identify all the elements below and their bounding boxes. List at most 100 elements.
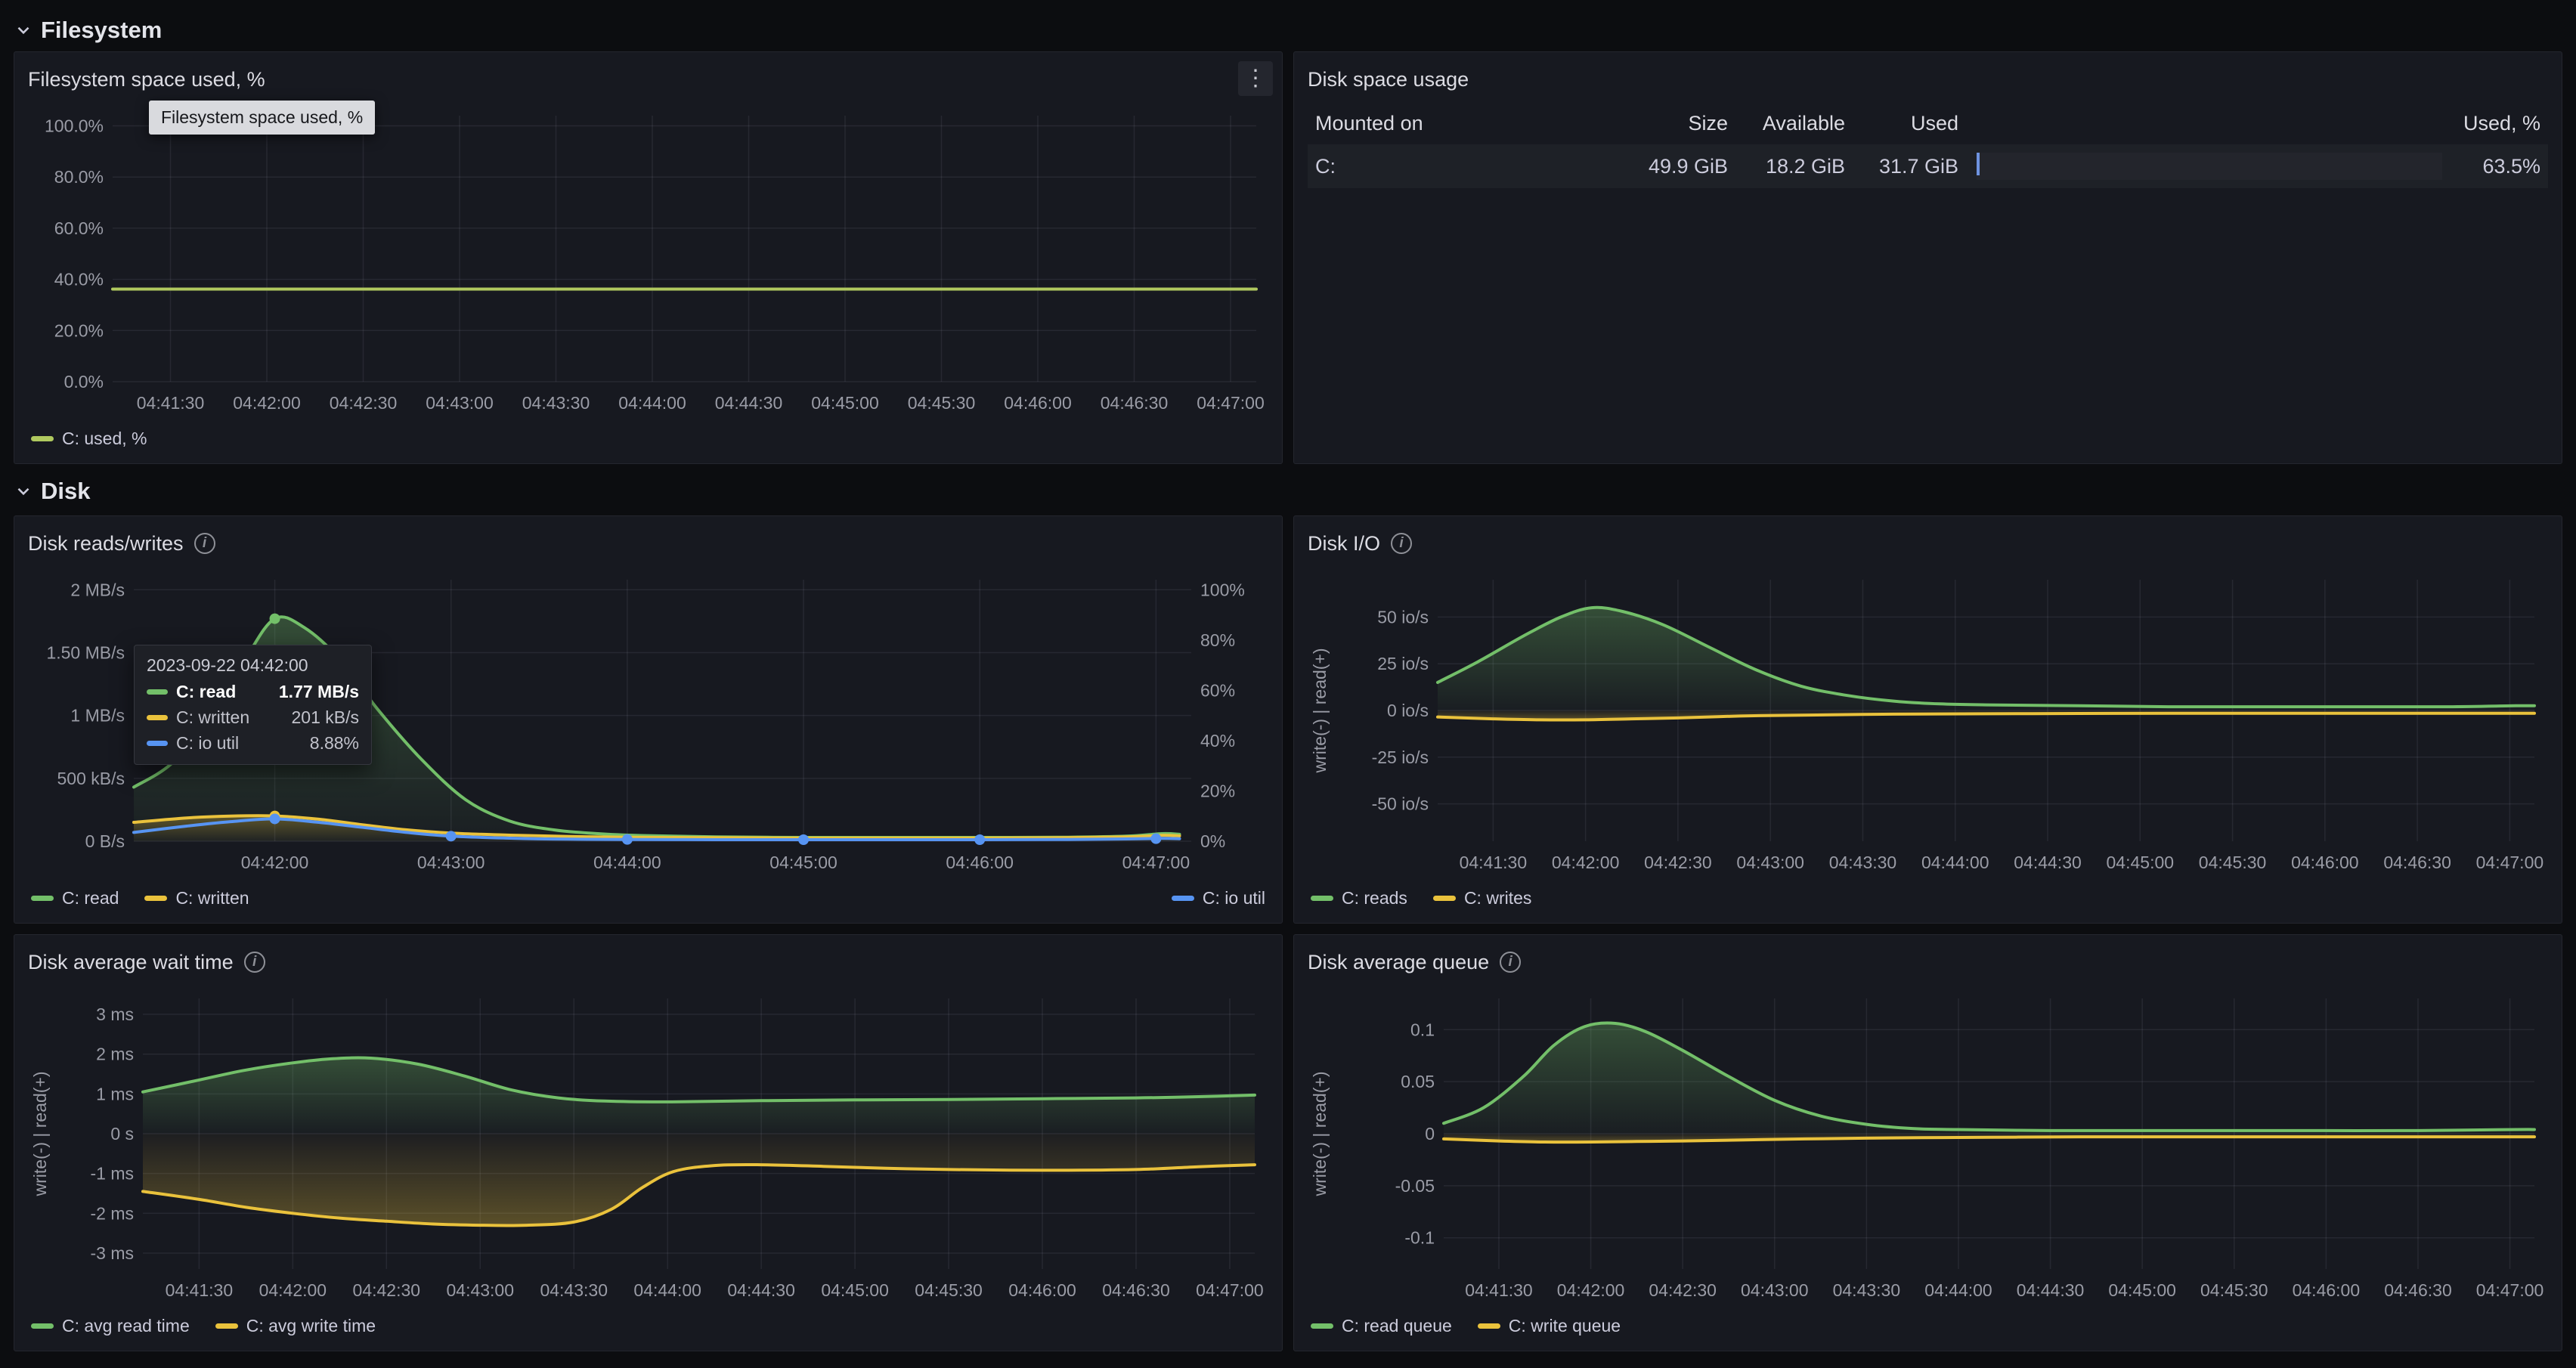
svg-text:04:47:00: 04:47:00: [2476, 1280, 2544, 1300]
svg-text:04:42:00: 04:42:00: [1552, 853, 1620, 872]
svg-text:0.0%: 0.0%: [64, 372, 104, 392]
legend-item[interactable]: C: used, %: [31, 429, 147, 449]
svg-text:04:46:00: 04:46:00: [2293, 1280, 2361, 1300]
tooltip-series-label: C: read: [176, 682, 237, 701]
svg-text:04:42:00: 04:42:00: [241, 853, 309, 872]
row-header-filesystem[interactable]: Filesystem: [14, 9, 2562, 51]
legend-item[interactable]: C: avg read time: [31, 1316, 190, 1336]
svg-text:04:42:00: 04:42:00: [233, 393, 301, 413]
panel-title[interactable]: Disk space usage: [1308, 67, 1469, 91]
svg-text:04:43:30: 04:43:30: [540, 1280, 608, 1300]
chart-legend: C: used, %: [28, 424, 1268, 453]
info-icon[interactable]: i: [243, 952, 265, 973]
svg-text:04:46:00: 04:46:00: [2291, 853, 2359, 872]
svg-text:100%: 100%: [1200, 580, 1245, 599]
legend-item[interactable]: C: avg write time: [215, 1316, 376, 1336]
info-icon[interactable]: i: [1391, 533, 1413, 554]
panel-title[interactable]: Filesystem space used, %: [28, 67, 265, 91]
legend-label: C: avg write time: [246, 1315, 376, 1336]
panel-title[interactable]: Disk average wait time: [28, 950, 234, 973]
filesystem-used-chart[interactable]: 0.0% 20.0% 40.0% 60.0% 80.0% 100.0% 04:41:30 04…: [28, 97, 1268, 424]
col-header-size[interactable]: Size: [1688, 111, 1728, 135]
gauge-fill: [1977, 153, 1980, 175]
svg-text:1.50 MB/s: 1.50 MB/s: [46, 642, 125, 662]
disk-reads-writes-chart[interactable]: 0 B/s 500 kB/s 1 MB/s 1.50 MB/s 2 MB/s 0% 20% 4…: [28, 562, 1268, 884]
tooltip-series-value: 201 kB/s: [291, 707, 360, 727]
legend-label: C: reads: [1342, 887, 1407, 908]
svg-text:04:47:00: 04:47:00: [1197, 393, 1265, 413]
disk-io-chart[interactable]: -50 io/s -25 io/s 0 io/s 25 io/s 50 io/s 04:4…: [1308, 562, 2548, 884]
svg-text:-0.05: -0.05: [1395, 1176, 1435, 1196]
legend-item[interactable]: C: read queue: [1311, 1316, 1452, 1336]
chevron-down-icon: [17, 487, 29, 496]
svg-text:04:41:30: 04:41:30: [1465, 1280, 1533, 1300]
svg-text:04:45:30: 04:45:30: [2199, 853, 2267, 872]
svg-text:04:43:00: 04:43:00: [1736, 853, 1804, 872]
table-header-row: Mounted on Size Available Used Used, %: [1308, 102, 2548, 144]
svg-text:04:46:30: 04:46:30: [2384, 1280, 2452, 1300]
row-title: Filesystem: [41, 17, 163, 43]
svg-text:100.0%: 100.0%: [45, 116, 104, 136]
legend-item[interactable]: C: io util: [1171, 888, 1265, 908]
gauge-track: [1977, 153, 2442, 180]
col-header-mounted-on[interactable]: Mounted on: [1315, 111, 1423, 135]
tooltip-series-value: 1.77 MB/s: [278, 682, 359, 701]
panel-disk-space-usage: Disk space usage Mounted on Size Availab…: [1293, 51, 2562, 464]
panel-title[interactable]: Disk reads/writes: [28, 531, 184, 555]
panel-menu-button[interactable]: ⋮: [1238, 61, 1273, 96]
svg-text:25 io/s: 25 io/s: [1377, 654, 1429, 673]
svg-text:04:44:30: 04:44:30: [2017, 1280, 2085, 1300]
svg-text:04:43:00: 04:43:00: [1741, 1280, 1809, 1300]
svg-text:write(-) | read(+): write(-) | read(+): [1310, 648, 1330, 773]
svg-text:04:44:30: 04:44:30: [2014, 853, 2082, 872]
svg-text:04:45:00: 04:45:00: [2107, 853, 2175, 872]
panel-disk-average-queue: Disk average queue i -0.1 -0.05 0 0.05 0.1 04…: [1293, 934, 2562, 1351]
legend-swatch: [1171, 895, 1194, 901]
legend-swatch: [31, 435, 54, 441]
legend-item[interactable]: C: read: [31, 888, 119, 908]
legend-item[interactable]: C: written: [144, 888, 249, 908]
svg-text:0 io/s: 0 io/s: [1387, 701, 1429, 720]
svg-text:500 kB/s: 500 kB/s: [57, 769, 125, 788]
cell-mounted-on: C:: [1315, 154, 1336, 178]
chevron-down-icon: [17, 26, 29, 35]
legend-label: C: written: [175, 887, 249, 908]
panel-filesystem-space-used: Filesystem space used, % ⋮ Filesystem sp…: [14, 51, 1283, 464]
svg-text:-25 io/s: -25 io/s: [1372, 747, 1429, 767]
legend-item[interactable]: C: writes: [1432, 888, 1531, 908]
disk-wait-time-chart[interactable]: -3 ms -2 ms -1 ms 0 s 1 ms 2 ms 3 ms 04:41:30 04…: [28, 980, 1268, 1311]
col-header-used-pct[interactable]: Used, %: [2463, 111, 2540, 135]
legend-swatch: [215, 1323, 238, 1329]
row-header-disk[interactable]: Disk: [14, 467, 2562, 515]
svg-text:04:46:30: 04:46:30: [2383, 853, 2451, 872]
legend-item[interactable]: C: write queue: [1477, 1316, 1621, 1336]
svg-text:04:41:30: 04:41:30: [1460, 853, 1528, 872]
svg-text:04:45:00: 04:45:00: [769, 853, 838, 872]
svg-text:04:43:30: 04:43:30: [1829, 853, 1897, 872]
tooltip-row: C: io util 8.88%: [147, 733, 359, 754]
tooltip-series-label: C: io util: [176, 733, 240, 753]
series-swatch: [147, 689, 168, 695]
info-icon[interactable]: i: [194, 533, 215, 554]
svg-text:2 MB/s: 2 MB/s: [70, 580, 125, 599]
info-icon[interactable]: i: [1500, 952, 1522, 973]
panel-title[interactable]: Disk average queue: [1308, 950, 1490, 973]
svg-text:04:45:00: 04:45:00: [821, 1280, 889, 1300]
svg-text:0.1: 0.1: [1410, 1020, 1435, 1039]
svg-text:04:42:00: 04:42:00: [259, 1280, 327, 1300]
legend-label: C: avg read time: [62, 1315, 190, 1336]
cell-used-pct: 63.5%: [2482, 154, 2540, 178]
legend-swatch: [1311, 895, 1333, 901]
svg-text:04:43:30: 04:43:30: [522, 393, 590, 413]
disk-queue-chart[interactable]: -0.1 -0.05 0 0.05 0.1 04:41:30 04:42:00 04:42:3…: [1308, 980, 2548, 1311]
svg-text:04:44:00: 04:44:00: [593, 853, 661, 872]
svg-text:-1 ms: -1 ms: [91, 1164, 135, 1184]
legend-swatch: [31, 1323, 54, 1329]
col-header-available[interactable]: Available: [1762, 111, 1845, 135]
panel-disk-io: Disk I/O i -50 io/s -25 io/s 0 io/s 25 io/s…: [1293, 515, 2562, 924]
legend-item[interactable]: C: reads: [1311, 888, 1407, 908]
table-row: C: 49.9 GiB 18.2 GiB 31.7 GiB 63.5%: [1308, 144, 2548, 188]
col-header-used[interactable]: Used: [1910, 111, 1958, 135]
panel-title[interactable]: Disk I/O: [1308, 531, 1381, 555]
chart-area: -0.1 -0.05 0 0.05 0.1 04:41:30 04:42:00 04:42:3…: [1308, 980, 2548, 1311]
